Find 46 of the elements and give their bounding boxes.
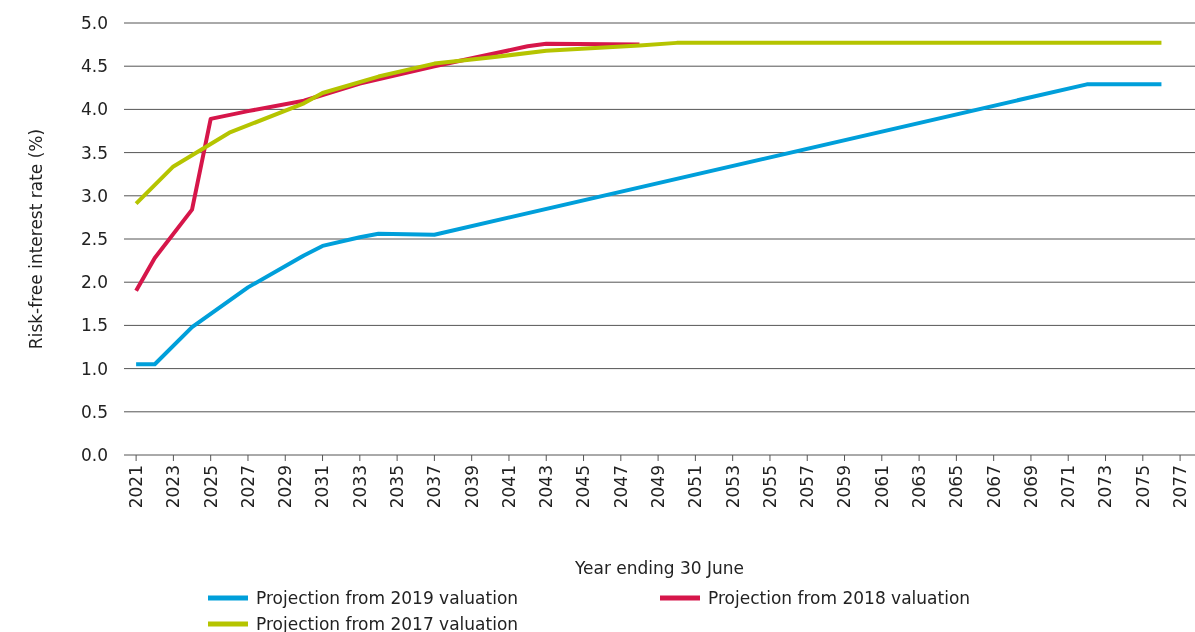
y-tick-label: 0.0 bbox=[80, 444, 108, 465]
x-tick-label: 2053 bbox=[722, 465, 743, 509]
x-tick-label: 2041 bbox=[498, 465, 519, 509]
x-tick-label: 2059 bbox=[834, 465, 855, 509]
y-tick-label: 0.5 bbox=[80, 401, 108, 422]
x-tick-label: 2067 bbox=[983, 465, 1004, 509]
x-tick-label: 2043 bbox=[536, 465, 557, 509]
x-tick-label: 2045 bbox=[573, 465, 594, 509]
y-tick-label: 3.0 bbox=[80, 185, 108, 206]
x-tick-label: 2051 bbox=[685, 465, 706, 509]
x-tick-label: 2021 bbox=[126, 465, 147, 509]
line-series bbox=[134, 82, 1164, 367]
x-tick-label: 2039 bbox=[461, 465, 482, 509]
line-series bbox=[134, 40, 1164, 206]
x-tick-label: 2023 bbox=[163, 465, 184, 509]
legend-label: Projection from 2019 valuation bbox=[256, 587, 519, 608]
y-tick-label: 2.0 bbox=[80, 272, 108, 293]
x-tick-label: 2037 bbox=[424, 465, 445, 509]
y-tick-label: 1.5 bbox=[80, 315, 108, 336]
y-tick-label: 2.5 bbox=[80, 228, 108, 249]
x-tick-label: 2069 bbox=[1020, 465, 1041, 509]
x-tick-label: 2035 bbox=[387, 465, 408, 509]
x-tick-label: 2071 bbox=[1058, 465, 1079, 509]
x-tick-label: 2055 bbox=[759, 465, 780, 509]
x-tick-label: 2065 bbox=[946, 465, 967, 509]
x-axis-title: Year ending 30 June bbox=[573, 558, 745, 578]
y-tick-label: 3.5 bbox=[80, 142, 108, 163]
x-tick-label: 2061 bbox=[871, 465, 892, 509]
x-tick-label: 2047 bbox=[610, 465, 631, 509]
y-tick-label: 4.0 bbox=[80, 99, 108, 120]
y-tick-label: 4.5 bbox=[80, 56, 108, 77]
legend-label: Projection from 2018 valuation bbox=[708, 587, 971, 608]
x-tick-label: 2029 bbox=[275, 465, 296, 509]
x-tick-label: 2031 bbox=[312, 465, 333, 509]
x-tick-label: 2073 bbox=[1095, 465, 1116, 509]
x-tick-label: 2025 bbox=[200, 465, 221, 509]
y-tick-label: 5.0 bbox=[80, 12, 108, 33]
y-axis-title: Risk-free interest rate (%) bbox=[26, 128, 46, 350]
y-tick-label: 1.0 bbox=[80, 358, 108, 379]
x-tick-label: 2075 bbox=[1132, 465, 1153, 509]
x-tick-label: 2049 bbox=[648, 465, 669, 509]
x-tick-label: 2027 bbox=[237, 465, 258, 509]
x-tick-label: 2077 bbox=[1170, 465, 1191, 509]
x-tick-label: 2057 bbox=[797, 465, 818, 509]
x-tick-label: 2033 bbox=[349, 465, 370, 509]
x-tick-label: 2063 bbox=[909, 465, 930, 509]
